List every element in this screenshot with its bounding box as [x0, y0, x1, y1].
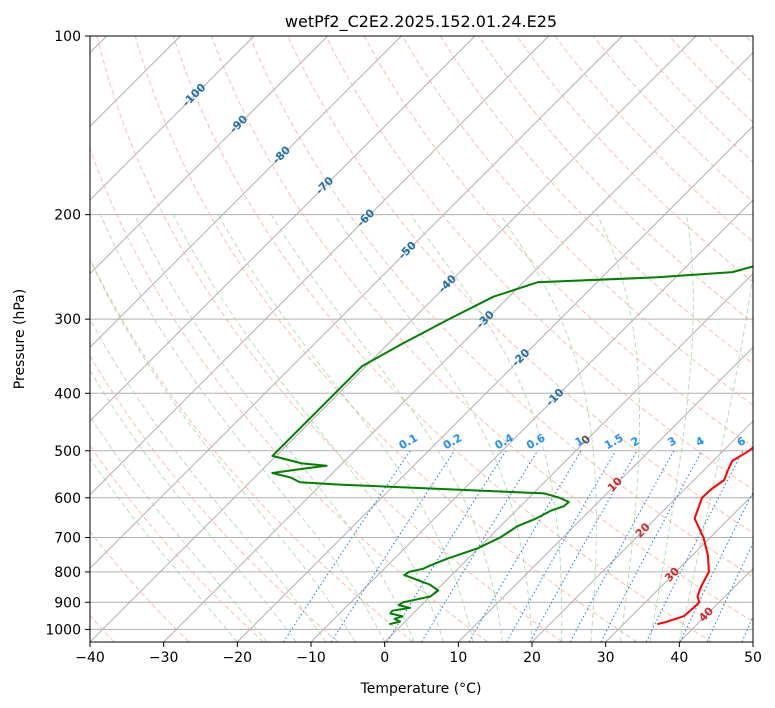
mixing-ratio-line — [600, 450, 703, 642]
moist-adiabat-line — [90, 369, 297, 642]
isotherm-line — [531, 420, 753, 642]
moist-adiabat-line — [172, 214, 445, 642]
chart-title: wetPf2_C2E2.2025.152.01.24.E25 — [285, 12, 557, 32]
x-tick-label: 0 — [380, 650, 389, 666]
mixing-ratio-line — [282, 450, 411, 642]
moist-adiabat-line — [649, 214, 694, 642]
y-tick-label: 600 — [54, 491, 81, 507]
dry-adiabat-line — [401, 36, 753, 406]
mixing-ratio-line — [569, 450, 675, 642]
x-tick-label: 30 — [597, 650, 615, 666]
isotherm-line — [237, 125, 753, 642]
dry-adiabat-line — [172, 36, 712, 642]
isotherm-line — [458, 346, 753, 642]
moist-adiabat-line — [270, 214, 503, 642]
moist-adiabat-line — [100, 214, 386, 642]
isotherm-line — [90, 36, 328, 275]
moist-adiabat-line — [134, 214, 415, 642]
isotherm-line — [90, 36, 255, 201]
dewpoint-line — [271, 265, 753, 626]
moist-adiabat-line — [90, 318, 327, 642]
y-axis-title: Pressure (hPa) — [12, 289, 28, 389]
x-tick-label: 40 — [670, 650, 688, 666]
dry-adiabat-line — [90, 530, 190, 642]
dry-adiabat-line — [363, 36, 753, 448]
x-axis-title: Temperature (°C) — [360, 681, 482, 697]
isotherm-line — [90, 36, 623, 569]
y-tick-label: 400 — [54, 386, 81, 402]
y-tick-label: 700 — [54, 531, 81, 547]
x-tick-label: −40 — [75, 650, 105, 666]
mixing-ratio-line — [529, 450, 638, 642]
x-tick-label: 10 — [449, 650, 467, 666]
y-tick-label: 300 — [54, 312, 81, 328]
isotherm-line — [605, 494, 753, 642]
isotherm-line — [163, 52, 753, 642]
dry-adiabat-line — [325, 36, 753, 491]
y-tick-label: 200 — [54, 208, 81, 224]
y-tick-label: 1000 — [45, 622, 81, 638]
isotherm-line — [90, 36, 549, 496]
x-tick-label: −20 — [223, 650, 253, 666]
y-tick-label: 900 — [54, 595, 81, 611]
dry-adiabat-line — [134, 36, 638, 642]
isotherm-line — [384, 273, 753, 642]
dry-adiabat-line — [592, 36, 753, 203]
moist-adiabat-line — [90, 415, 268, 642]
grid-layer — [90, 36, 753, 642]
axis-layer: −40 −30 −20 −10 0 10 20 30 40 50 100 200 300 400 500 60… — [45, 29, 762, 666]
mixing-ratio-line — [679, 491, 753, 642]
moist-adiabat-line — [90, 258, 356, 642]
y-tick-label: 500 — [54, 444, 81, 460]
x-tick-label: −10 — [296, 650, 326, 666]
moist-adiabat-line — [499, 214, 597, 642]
y-tick-label: 100 — [54, 29, 81, 45]
moist-adiabat-line — [90, 457, 238, 642]
isotherm-line — [90, 36, 697, 642]
series-layer — [271, 265, 753, 626]
dry-adiabat-line — [249, 36, 753, 578]
dry-adiabat-line — [478, 36, 753, 324]
isotherm-line — [90, 36, 402, 348]
dry-adiabat-line — [287, 36, 753, 534]
dry-adiabat-line — [96, 36, 563, 642]
dry-adiabat-line — [439, 36, 753, 365]
dry-adiabat-line — [211, 36, 753, 623]
dry-adiabat-line — [90, 354, 339, 642]
temperature-line — [657, 446, 753, 626]
moist-adiabat-line — [678, 269, 753, 642]
x-tick-label: −30 — [149, 650, 179, 666]
x-tick-label: 20 — [523, 650, 541, 666]
x-tick-label: 50 — [744, 650, 762, 666]
dry-adiabat-line — [90, 147, 488, 642]
y-tick-label: 800 — [54, 565, 81, 581]
moist-adiabat-line — [410, 214, 563, 642]
mixing-ratio-line — [421, 450, 539, 642]
moist-adiabat-line — [596, 214, 640, 642]
isotherm-line — [90, 36, 476, 422]
mixing-ratio-line — [330, 450, 455, 642]
mixing-ratio-line — [645, 450, 744, 642]
dry-adiabat-line — [90, 257, 414, 642]
plot-frame — [89, 35, 754, 643]
